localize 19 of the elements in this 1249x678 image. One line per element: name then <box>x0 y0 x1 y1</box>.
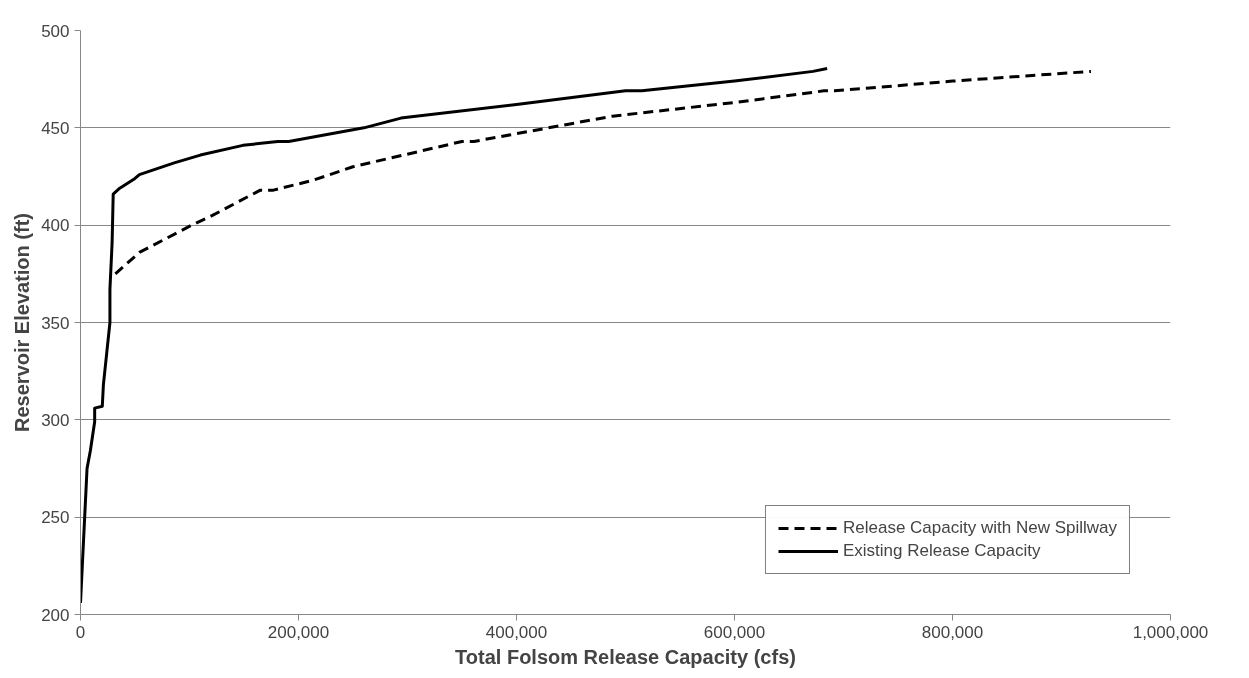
x-tick-label: 1,000,000 <box>1132 622 1209 642</box>
y-tick-label: 450 <box>41 118 70 138</box>
y-tick-label: 350 <box>41 313 70 333</box>
x-tick-label: 0 <box>75 622 86 642</box>
legend-label: Release Capacity with New Spillway <box>842 518 1117 538</box>
x-axis-title: Total Folsom Release Capacity (cfs) <box>455 645 796 668</box>
legend-label: Existing Release Capacity <box>842 541 1041 561</box>
x-tick-label: 200,000 <box>267 622 330 642</box>
y-axis-title: Reservoir Elevation (ft) <box>11 213 34 432</box>
line-series <box>113 69 1093 276</box>
x-tick-label: 400,000 <box>485 622 548 642</box>
y-tick-label: 300 <box>41 410 70 430</box>
y-tick-label: 400 <box>41 216 70 236</box>
y-tick-label: 250 <box>41 508 70 528</box>
line-series <box>80 66 829 605</box>
y-tick-label: 500 <box>41 21 70 41</box>
x-tick-label: 600,000 <box>703 622 766 642</box>
x-tick-label: 800,000 <box>921 622 984 642</box>
y-tick-label: 200 <box>41 605 70 625</box>
